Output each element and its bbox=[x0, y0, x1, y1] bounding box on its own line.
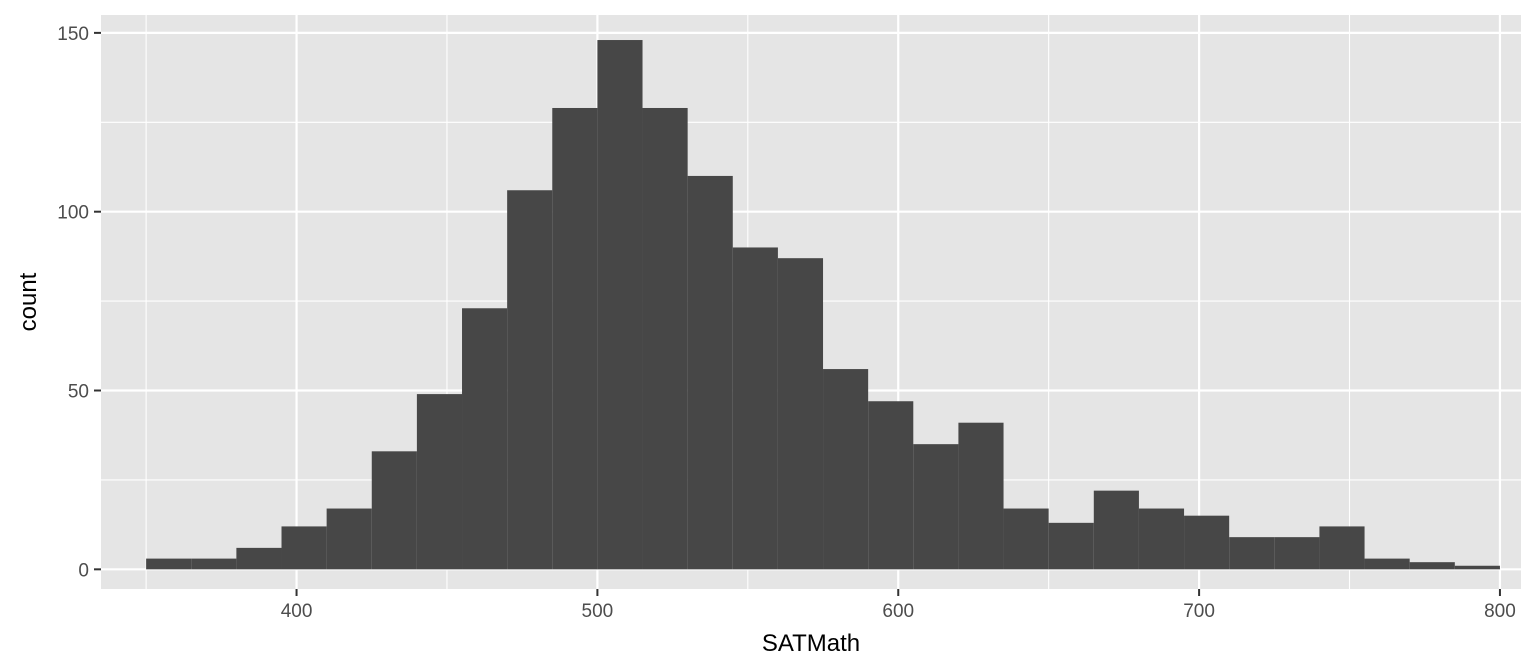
y-tick-label: 150 bbox=[57, 24, 89, 45]
histogram-bar bbox=[1003, 508, 1049, 570]
x-axis: 400 500 600 700 800 bbox=[281, 589, 1516, 622]
histogram-bar bbox=[642, 107, 688, 570]
histogram-bar bbox=[1093, 490, 1139, 570]
y-axis-title: count bbox=[15, 272, 42, 331]
histogram-bar bbox=[1184, 515, 1230, 570]
histogram-bar bbox=[146, 558, 192, 570]
histogram-bar bbox=[1138, 508, 1185, 570]
histogram-bar bbox=[1409, 562, 1455, 570]
histogram-bar bbox=[1364, 558, 1410, 570]
histogram-bars bbox=[146, 40, 1500, 570]
histogram-bar bbox=[732, 247, 778, 570]
y-axis: 0 50 100 150 bbox=[57, 24, 101, 581]
histogram-bar bbox=[326, 508, 372, 570]
histogram-bar bbox=[1229, 537, 1275, 570]
histogram-bar bbox=[1274, 537, 1320, 570]
histogram-bar bbox=[597, 40, 643, 570]
histogram-bar bbox=[823, 369, 869, 570]
histogram-bar bbox=[1454, 565, 1500, 570]
histogram-bar bbox=[371, 451, 417, 570]
x-tick-label: 600 bbox=[882, 601, 914, 622]
histogram-bar bbox=[507, 190, 553, 570]
histogram-bar bbox=[1048, 522, 1094, 570]
x-tick-label: 400 bbox=[281, 601, 313, 622]
histogram-bar bbox=[236, 547, 282, 570]
histogram-bar bbox=[416, 394, 463, 570]
y-tick-label: 50 bbox=[68, 382, 89, 403]
x-axis-title: SATMath bbox=[762, 630, 860, 657]
x-tick-label: 800 bbox=[1484, 601, 1516, 622]
y-tick-label: 100 bbox=[57, 203, 89, 224]
histogram-bar bbox=[913, 444, 959, 570]
histogram-bar bbox=[687, 175, 733, 570]
histogram-bar bbox=[191, 558, 237, 570]
histogram-bar bbox=[1319, 526, 1365, 570]
histogram-bar bbox=[958, 422, 1004, 570]
histogram-bar bbox=[777, 258, 824, 570]
x-tick-label: 700 bbox=[1183, 601, 1215, 622]
histogram-bar bbox=[281, 526, 327, 570]
x-tick-label: 500 bbox=[582, 601, 614, 622]
histogram-bar bbox=[462, 308, 508, 570]
y-tick-label: 0 bbox=[78, 560, 89, 581]
histogram-bar bbox=[552, 107, 598, 570]
histogram-bar bbox=[868, 401, 914, 570]
